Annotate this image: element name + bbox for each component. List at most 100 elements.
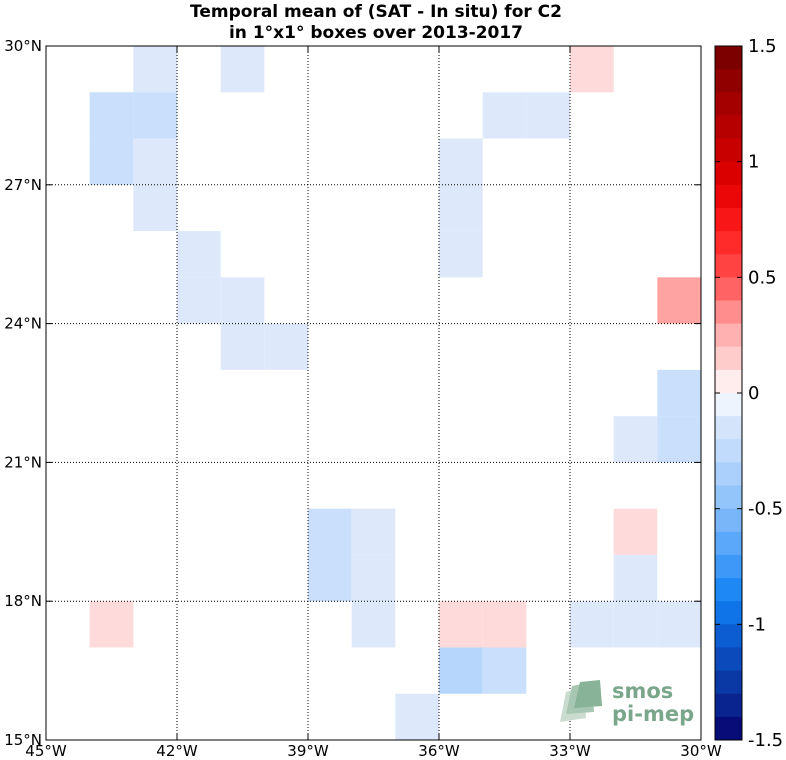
x-tick-label: 30°W bbox=[680, 742, 722, 760]
chart-title-line-1: Temporal mean of (SAT - In situ) for C2 bbox=[190, 2, 562, 22]
y-tick-label: 18°N bbox=[4, 592, 42, 610]
x-tick-label: 36°W bbox=[418, 742, 460, 760]
colorbar-ticks: 1.5 1 0.5 0 -0.5 -1 -1.5 bbox=[715, 36, 783, 751]
colorbar-swatch bbox=[715, 346, 742, 371]
x-tick-label: 45°W bbox=[25, 742, 67, 760]
logo-text-line-1: smos bbox=[612, 679, 673, 703]
colorbar bbox=[715, 46, 742, 741]
heatmap-cell bbox=[220, 277, 265, 324]
colorbar-swatch bbox=[715, 554, 742, 579]
x-tick-label: 39°W bbox=[287, 742, 329, 760]
colorbar-swatch bbox=[715, 716, 742, 741]
colorbar-swatch bbox=[715, 462, 742, 487]
heatmap-cell bbox=[89, 138, 134, 185]
heatmap-cell bbox=[308, 508, 352, 555]
colorbar-swatch bbox=[715, 92, 742, 116]
colorbar-swatch bbox=[715, 184, 742, 209]
colorbar-swatch bbox=[715, 323, 742, 348]
heatmap-cell bbox=[657, 277, 701, 324]
heatmap-cell bbox=[570, 46, 614, 93]
heatmap-cell bbox=[570, 601, 614, 648]
heatmap-cell bbox=[395, 693, 439, 740]
colorbar-tick-label: 1 bbox=[748, 152, 759, 173]
colorbar-tick-label: -1.5 bbox=[748, 730, 783, 751]
heatmap-cell bbox=[220, 46, 265, 93]
y-tick-label: 30°N bbox=[4, 37, 42, 55]
colorbar-swatch bbox=[715, 46, 742, 70]
heatmap-cell bbox=[89, 92, 134, 139]
heatmap-cell bbox=[439, 138, 483, 185]
heatmap-cell bbox=[439, 647, 483, 694]
y-tick-label: 27°N bbox=[4, 176, 42, 194]
x-tick-label: 33°W bbox=[549, 742, 591, 760]
heatmap-cell bbox=[657, 601, 701, 648]
y-axis: 15°N 18°N 21°N 24°N 27°N 30°N bbox=[4, 37, 701, 749]
heatmap-cell bbox=[133, 92, 177, 139]
colorbar-swatch bbox=[715, 647, 742, 672]
heatmap-cell bbox=[177, 231, 221, 278]
heatmap-cell bbox=[133, 46, 177, 93]
heatmap-cell bbox=[133, 138, 177, 185]
logo-icon bbox=[560, 680, 602, 722]
heatmap-cell bbox=[613, 601, 658, 648]
colorbar-tick-label: 0.5 bbox=[748, 267, 777, 288]
colorbar-swatch bbox=[715, 369, 742, 394]
colorbar-swatch bbox=[715, 161, 742, 186]
colorbar-swatch bbox=[715, 485, 742, 510]
heatmap-cell bbox=[133, 184, 177, 232]
heatmap-cell bbox=[439, 184, 483, 232]
heatmap-cell bbox=[351, 508, 396, 555]
heatmap-cell bbox=[89, 601, 134, 648]
grid-lines bbox=[46, 46, 701, 740]
heatmap-cell bbox=[482, 92, 527, 139]
smos-pimep-logo: smos pi-mep bbox=[560, 679, 694, 726]
colorbar-swatch bbox=[715, 207, 742, 232]
heatmap-cell bbox=[482, 647, 527, 694]
colorbar-swatch bbox=[715, 416, 742, 440]
colorbar-swatch bbox=[715, 115, 742, 140]
colorbar-swatch bbox=[715, 138, 742, 163]
colorbar-swatch bbox=[715, 300, 742, 325]
colorbar-swatch bbox=[715, 231, 742, 255]
colorbar-swatch bbox=[715, 393, 742, 417]
colorbar-swatch bbox=[715, 601, 742, 625]
colorbar-swatch bbox=[715, 254, 742, 278]
colorbar-swatch bbox=[715, 439, 742, 463]
colorbar-tick-label: -1 bbox=[748, 614, 766, 635]
colorbar-swatch bbox=[715, 693, 742, 718]
colorbar-tick-label: 0 bbox=[748, 383, 759, 404]
heatmap-cell bbox=[264, 323, 308, 370]
y-tick-label: 15°N bbox=[4, 731, 42, 749]
colorbar-swatch bbox=[715, 508, 742, 533]
colorbar-swatch bbox=[715, 277, 742, 301]
colorbar-swatch bbox=[715, 578, 742, 602]
logo-text-line-2: pi-mep bbox=[612, 702, 694, 726]
heatmap-cells bbox=[89, 46, 701, 740]
colorbar-swatch bbox=[715, 531, 742, 556]
heatmap-cell bbox=[220, 323, 265, 370]
heatmap-cell bbox=[613, 508, 658, 555]
heatmap-cell bbox=[439, 231, 483, 278]
heatmap-cell bbox=[439, 601, 483, 648]
y-tick-label: 24°N bbox=[4, 315, 42, 333]
colorbar-swatch bbox=[715, 624, 742, 648]
heatmap-cell bbox=[526, 92, 570, 139]
heatmap-cell bbox=[657, 369, 701, 417]
heatmap-cell bbox=[613, 554, 658, 602]
heatmap-cell bbox=[482, 601, 527, 648]
colorbar-swatch bbox=[715, 670, 742, 695]
heatmap-cell bbox=[657, 416, 701, 463]
colorbar-swatch bbox=[715, 69, 742, 93]
y-tick-label: 21°N bbox=[4, 453, 42, 471]
colorbar-tick-label: -0.5 bbox=[748, 499, 783, 520]
heatmap-cell bbox=[177, 277, 221, 324]
x-axis: 45°W 42°W 39°W 36°W 33°W 30°W bbox=[25, 46, 722, 760]
heatmap-cell bbox=[351, 554, 396, 602]
heatmap-cell bbox=[351, 601, 396, 648]
colorbar-tick-label: 1.5 bbox=[748, 36, 777, 57]
heatmap-cell bbox=[613, 416, 658, 463]
map-frame bbox=[45, 45, 702, 741]
x-tick-label: 42°W bbox=[156, 742, 198, 760]
chart-title-line-2: in 1°x1° boxes over 2013-2017 bbox=[229, 23, 523, 43]
